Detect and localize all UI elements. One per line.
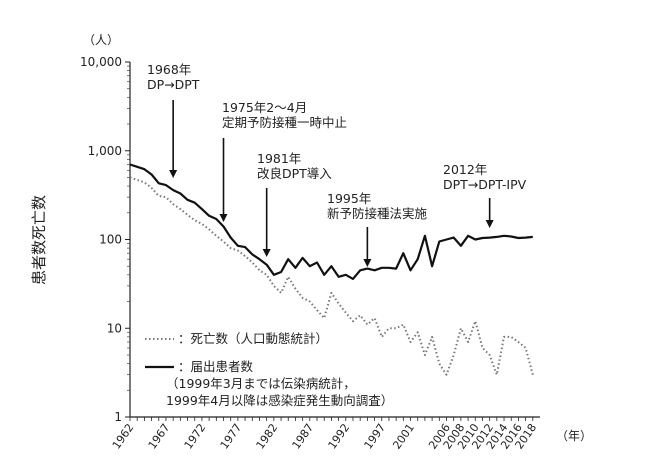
y-tick-label: 10	[107, 321, 122, 335]
annotation-text: DPT→DPT-IPV	[443, 177, 527, 192]
legend-note: （1999年3月までは伝染病統計，	[166, 376, 356, 391]
y-unit-label: （人）	[83, 33, 119, 47]
x-tick-label: 1987	[290, 421, 317, 451]
annotation-text: 1981年	[257, 151, 301, 166]
annotation-layer: 1968年DP→DPT1975年2～4月定期予防接種一時中止1981年改良DPT…	[147, 62, 527, 267]
annotation-arrow-head	[485, 220, 494, 228]
x-tick-label: 1962	[110, 421, 137, 451]
annotation-arrow-head	[262, 249, 271, 257]
legend: ：死亡数（人口動態統計） ：届出患者数 （1999年3月までは伝染病統計， 1999年…	[145, 331, 393, 408]
annotation-arrow-head	[219, 214, 228, 222]
series-line-cases	[129, 163, 533, 280]
x-tick-label: 1997	[362, 421, 389, 451]
annotation-text: 1995年	[327, 191, 371, 206]
annotation-text: 2012年	[443, 162, 487, 177]
annotation-text: 1975年2～4月	[222, 100, 307, 115]
annotation-text: 新予防接種法実施	[327, 206, 428, 221]
annotation-text: 1968年	[147, 62, 191, 77]
x-tick-label: 1982	[254, 421, 281, 451]
y-axis-title: 患者数死亡数	[30, 195, 48, 285]
series-line-deaths	[129, 176, 534, 376]
series-layer	[129, 163, 534, 376]
y-tick-label: 1	[114, 410, 122, 424]
x-tick-label: 1972	[182, 421, 209, 451]
annotation-text: 改良DPT導入	[257, 166, 332, 181]
annotation-text: DP→DPT	[147, 77, 200, 92]
legend-label-cases: ：届出患者数	[178, 359, 254, 374]
x-tick-label: 1992	[326, 421, 353, 451]
y-tick-label: 1,000	[88, 144, 122, 158]
x-unit-label: （年）	[556, 429, 592, 443]
y-tick-label: 10,000	[80, 55, 122, 69]
x-tick-label: 1967	[146, 421, 173, 451]
annotation-arrow-head	[169, 170, 178, 178]
x-tick-label: 2001	[390, 421, 417, 451]
legend-label-deaths: ：死亡数（人口動態統計）	[178, 331, 328, 346]
x-tick-label: 1977	[218, 421, 245, 451]
legend-note: 1999年4月以降は感染症発生動向調査）	[166, 393, 393, 408]
annotation-text: 定期予防接種一時中止	[222, 115, 347, 130]
y-tick-label: 100	[99, 233, 122, 247]
annotation-arrow-head	[363, 259, 372, 267]
